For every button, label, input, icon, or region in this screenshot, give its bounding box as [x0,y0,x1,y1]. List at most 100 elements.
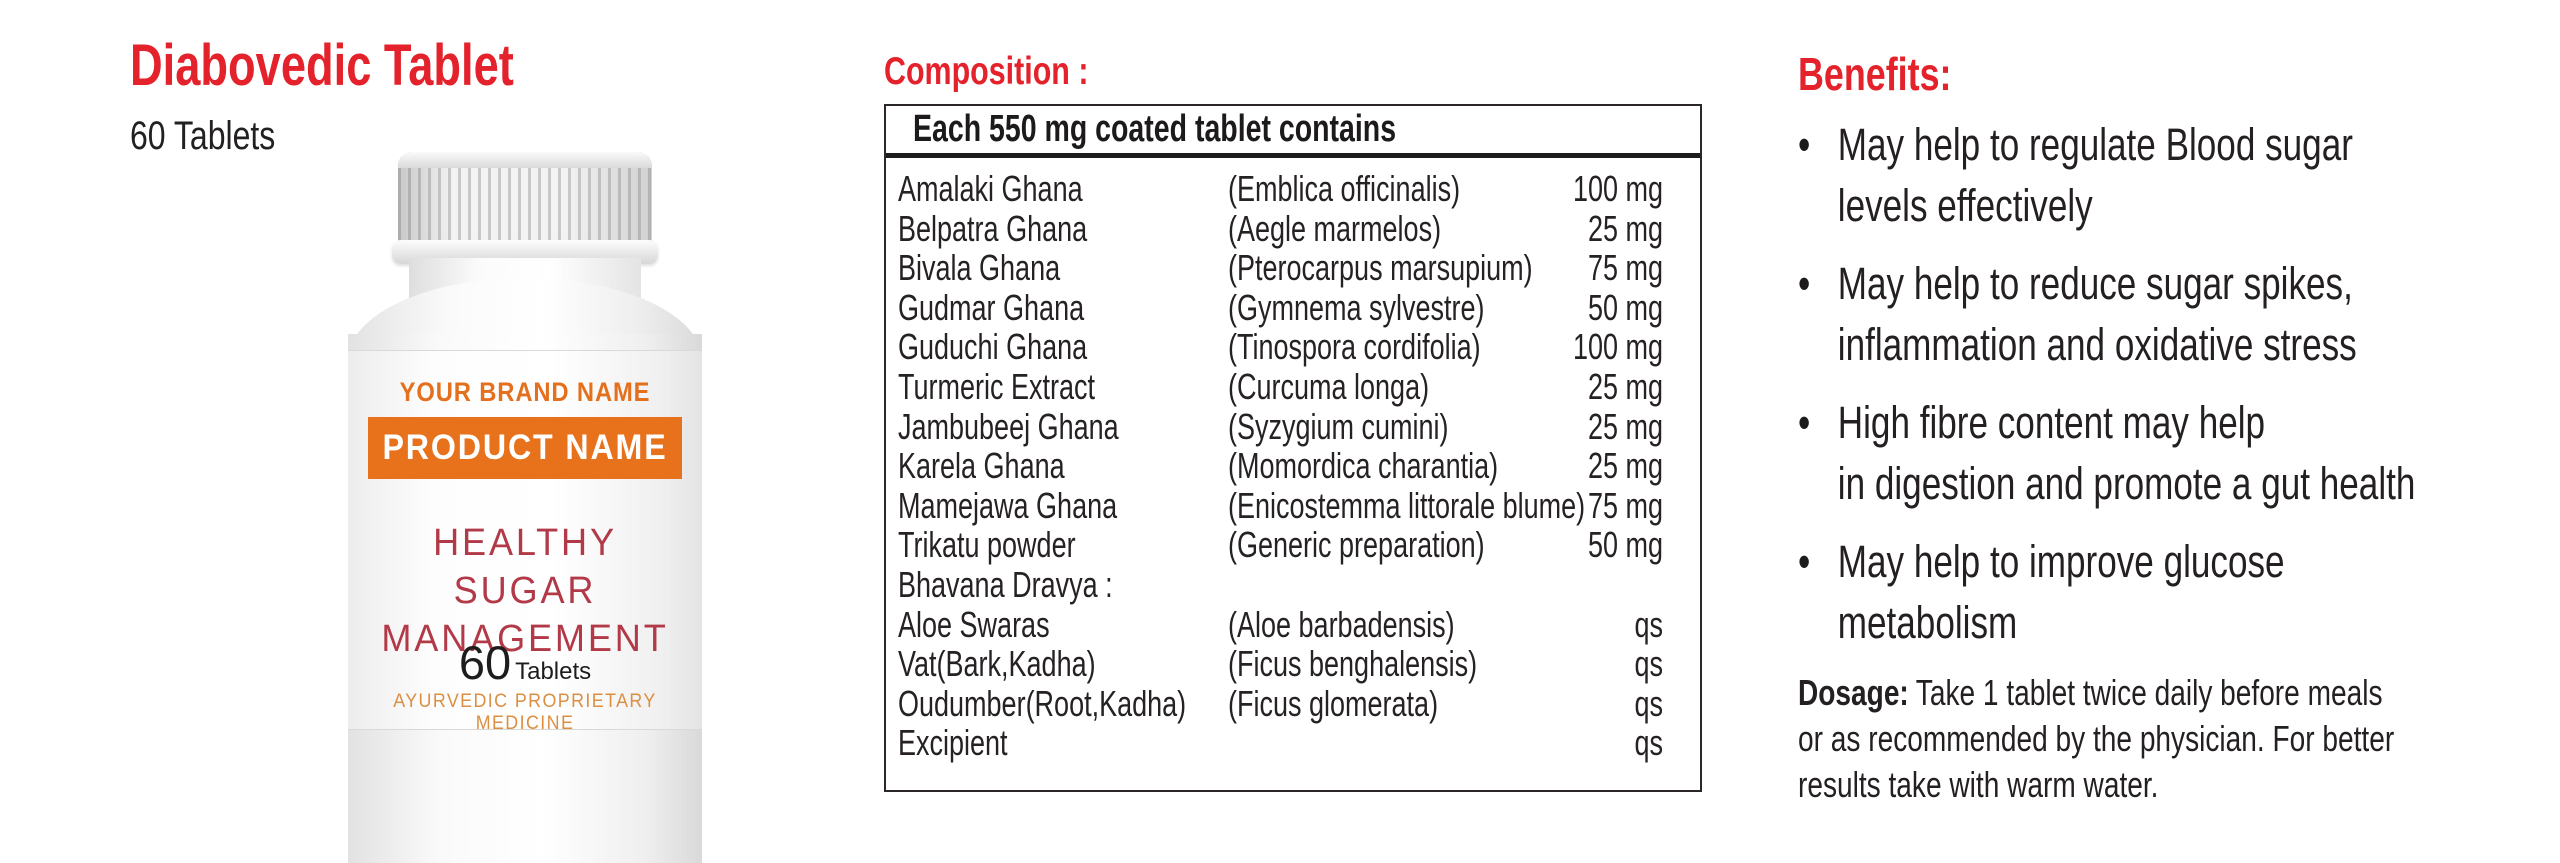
composition-table: Each 550 mg coated tablet contains Amala… [884,104,1702,792]
ingredient-amount: qs [1634,682,1663,724]
dosage-section: Dosage: Take 1 tablet twice daily before … [1798,670,2560,808]
ingredient-amount: 75 mg [1587,247,1663,289]
ingredient-amount: 25 mg [1587,365,1663,407]
bottle-product-banner: PRODUCT NAME [368,417,682,479]
ingredient-botanical: (Aegle marmelos) [1228,207,1442,249]
ingredient-botanical: (Ficus glomerata) [1228,682,1439,724]
composition-row: Belpatra Ghana (Aegle marmelos) 25 mg [886,207,1700,249]
bottle-claim-line-1: HEALTHY SUGAR [433,522,617,612]
ingredient-amount: qs [1634,603,1663,645]
composition-table-header: Each 550 mg coated tablet contains [886,106,1700,158]
ingredient-amount: 50 mg [1587,524,1663,566]
dosage-line: Dosage: Take 1 tablet twice daily before … [1798,670,2560,716]
benefit-line: May help to regulate Blood sugar [1837,119,2353,170]
benefits-section: Benefits: • May help to regulate Blood s… [1798,50,2560,808]
ingredient-name: Bhavana Dravya : [898,563,1113,605]
composition-row: Trikatu powder (Generic preparation) 50 mg [886,525,1700,565]
bottle-claim-text: HEALTHY SUGAR MANAGEMENT [357,519,693,663]
bottle-medicine-type: AYURVEDIC PROPRIETARY MEDICINE [393,691,657,734]
benefit-line: May help to reduce sugar spikes, [1837,258,2353,309]
bullet-icon: • [1798,397,1811,448]
ingredient-name: Jambubeej Ghana [898,405,1119,447]
bottle-count-number: 60 [458,636,512,689]
ingredient-amount: qs [1634,722,1663,764]
ingredient-botanical: (Curcuma longa) [1228,365,1430,407]
benefit-line: May help to improve glucose [1837,536,2285,587]
ingredient-amount: 75 mg [1587,484,1663,526]
ingredient-name: Gudmar Ghana [898,286,1085,328]
composition-row: Gudmar Ghana (Gymnema sylvestre) 50 mg [886,286,1700,328]
ingredient-amount: qs [1634,643,1663,685]
bottle-cap-top [398,152,652,168]
ingredient-name: Trikatu powder [898,524,1076,566]
ingredient-botanical: (Pterocarpus marsupium) [1228,247,1533,289]
composition-rows: Amalaki Ghana (Emblica officinalis) 100 mg… [886,169,1700,763]
ingredient-amount: 25 mg [1587,445,1663,487]
product-bottle-image: YOUR BRAND NAME PRODUCT NAME HEALTHY SUG… [348,152,702,863]
bottle-claim-line-2: MANAGEMENT [381,618,669,660]
benefit-item: • May help to reduce sugar spikes, infla… [1798,253,2560,375]
ingredient-botanical: (Tinospora cordifolia) [1228,326,1481,368]
ingredient-amount: 100 mg [1572,168,1663,209]
composition-row: Oudumber(Root,Kadha) (Ficus glomerata) qs [886,682,1700,724]
bottle-brand-name: YOUR BRAND NAME [399,377,651,407]
ingredient-botanical: (Generic preparation) [1228,524,1485,566]
ingredient-amount: 25 mg [1587,405,1663,447]
ingredient-amount: 50 mg [1587,286,1663,328]
benefit-text: May help to improve glucose metabolism [1838,531,2285,653]
bottle-tablet-count: 60 Tablets [348,635,702,690]
ingredient-amount: 100 mg [1572,326,1663,368]
benefit-line: High fibre content may help [1837,397,2266,448]
ingredient-botanical: (Enicostemma littorale blume) [1228,484,1586,526]
composition-row: Vat(Bark,Kadha) (Ficus benghalensis) qs [886,644,1700,684]
dosage-line: results take with warm water. [1798,764,2159,805]
bullet-icon: • [1798,258,1811,309]
ingredient-botanical: (Ficus benghalensis) [1228,643,1478,685]
dosage-line: or as recommended by the physician. For … [1798,718,2395,759]
ingredient-name: Guduchi Ghana [898,326,1088,368]
dosage-text: Take 1 tablet twice daily before meals [1915,672,2383,713]
bottle-label: YOUR BRAND NAME PRODUCT NAME HEALTHY SUG… [348,350,702,734]
composition-table-header-text: Each 550 mg coated tablet contains [913,108,1397,150]
ingredient-name: Belpatra Ghana [898,207,1088,249]
ingredient-name: Aloe Swaras [898,603,1050,645]
composition-row: Excipient qs [886,723,1700,763]
ingredient-name: Turmeric Extract [898,365,1096,407]
composition-row: Aloe Swaras (Aloe barbadensis) qs [886,603,1700,645]
ingredient-botanical: (Momordica charantia) [1228,445,1499,487]
composition-row: Karela Ghana (Momordica charantia) 25 mg [886,446,1700,486]
ingredient-botanical: (Aloe barbadensis) [1228,603,1455,645]
ingredient-botanical: (Gymnema sylvestre) [1228,286,1485,328]
benefit-line: metabolism [1837,597,2018,648]
ingredient-name: Amalaki Ghana [898,168,1083,209]
benefit-item: • May help to improve glucose metabolism [1798,531,2560,653]
benefit-line: in digestion and promote a gut health [1837,458,2416,509]
benefit-line: inflammation and oxidative stress [1837,319,2357,370]
ingredient-botanical: (Emblica officinalis) [1228,168,1461,209]
composition-row: Jambubeej Ghana (Syzygium cumini) 25 mg [886,405,1700,447]
pack-size-label: 60 Tablets [130,114,276,158]
benefit-text: May help to reduce sugar spikes, inflamm… [1838,253,2357,375]
composition-row: Mamejawa Ghana (Enicostemma littorale blu… [886,484,1700,526]
ingredient-name: Vat(Bark,Kadha) [898,643,1096,685]
benefit-line: levels effectively [1837,180,2093,231]
bottle-product-name: PRODUCT NAME [382,428,668,467]
ingredient-name: Mamejawa Ghana [898,484,1118,526]
benefit-item: • May help to regulate Blood sugar level… [1798,114,2560,236]
dosage-label: Dosage: [1798,672,1909,713]
composition-heading: Composition : [884,50,1089,93]
bullet-icon: • [1798,119,1811,170]
page-title: Diabovedic Tablet [130,33,514,98]
bottle-count-unit: Tablets [515,658,592,685]
benefit-item: • High fibre content may help in digesti… [1798,392,2560,514]
composition-row: Bhavana Dravya : [886,565,1700,605]
ingredient-botanical: (Syzygium cumini) [1228,405,1449,447]
composition-row: Guduchi Ghana (Tinospora cordifolia) 100 m… [886,327,1700,367]
bullet-icon: • [1798,536,1811,587]
benefits-heading: Benefits: [1798,48,1952,100]
ingredient-name: Oudumber(Root,Kadha) [898,682,1187,724]
benefit-text: May help to regulate Blood sugar levels … [1838,114,2353,236]
composition-row: Bivala Ghana (Pterocarpus marsupium) 75 mg [886,248,1700,288]
benefit-text: High fibre content may help in digestion… [1838,392,2416,514]
